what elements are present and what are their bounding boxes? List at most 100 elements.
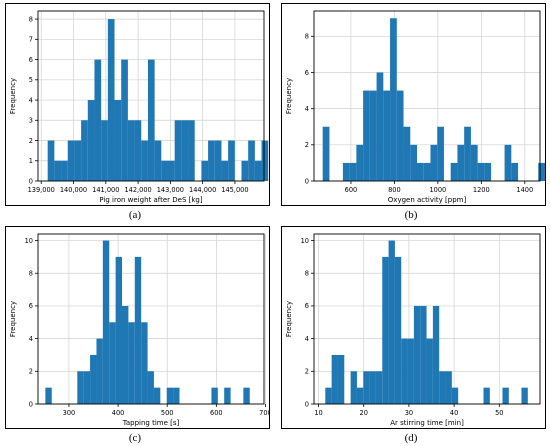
histogram-bar [154, 140, 162, 181]
histogram-bar [174, 120, 182, 181]
chart-panel-b: 600 800 1000 1200 1400 0 2 4 6 8 Oxygen activity [… [281, 3, 546, 206]
histogram-bar [376, 72, 384, 181]
chart-panel-a: 139,000 140,000 141,000 142,000 143,000 144,0… [5, 3, 270, 206]
histogram-bar [430, 144, 438, 181]
histogram-bar [369, 371, 376, 404]
histogram-bar [325, 387, 332, 404]
histogram-bar [224, 387, 231, 404]
y-tick-label: 6 [29, 56, 33, 64]
histogram-bar [81, 120, 88, 181]
y-tick-label: 5 [29, 76, 33, 84]
y-axis-label: Frequency [9, 301, 17, 337]
y-tick-label: 6 [29, 302, 33, 310]
histogram-bar [322, 126, 330, 181]
y-tick-label: 4 [29, 335, 33, 343]
histogram-bar [451, 387, 459, 404]
histogram-bar [77, 371, 84, 404]
histogram-bar [502, 387, 509, 404]
y-tick-label: 6 [305, 302, 309, 310]
histogram-bar [96, 338, 103, 404]
histogram-bar [439, 371, 446, 404]
histogram-bar [511, 162, 519, 181]
x-tick-label: 700 [259, 409, 270, 417]
histogram-bar [363, 90, 370, 181]
x-tick-label: 1400 [516, 186, 533, 194]
caption-a: (a) [128, 209, 142, 221]
histogram-bar [375, 371, 383, 404]
x-tick-label: 600 [345, 186, 358, 194]
histogram-bar [407, 338, 414, 404]
x-tick-label: 500 [161, 409, 174, 417]
histogram-bar [413, 305, 421, 404]
panel-border [281, 3, 546, 206]
y-tick-label: 8 [29, 15, 33, 23]
y-tick-label: 8 [305, 270, 309, 278]
x-tick-label: 50 [495, 409, 503, 417]
histogram-bar [201, 160, 209, 181]
x-tick-label: 142,000 [124, 186, 151, 194]
histogram-bar [134, 256, 142, 404]
y-tick-label: 7 [29, 36, 33, 44]
histogram-bar [337, 354, 345, 404]
y-tick-label: 4 [305, 105, 309, 113]
histogram-bar [147, 59, 155, 182]
y-tick-label: 6 [305, 69, 309, 77]
histogram-bar [188, 120, 195, 181]
histogram-bar [477, 162, 485, 181]
histogram-bar [457, 144, 465, 181]
histogram-bar [90, 354, 97, 404]
histogram-bar [115, 256, 123, 404]
x-axis-label: Oxygen activity [ppm] [388, 196, 467, 204]
histogram-ar-stirring-time: 10 20 30 40 50 0 2 4 6 8 10 Ar stirring time [min] F… [281, 226, 546, 429]
histogram-bar [254, 160, 262, 181]
histogram-bar [538, 162, 545, 181]
histogram-bar [390, 18, 397, 182]
y-tick-label: 0 [305, 400, 309, 408]
y-tick-label: 0 [305, 177, 309, 185]
x-tick-label: 140,000 [60, 186, 87, 194]
caption-c: (c) [128, 432, 142, 444]
histogram-bar [350, 371, 357, 404]
x-tick-label: 300 [63, 409, 76, 417]
histogram-bar [356, 387, 364, 404]
histogram-bar [181, 120, 189, 181]
y-tick-label: 8 [305, 33, 309, 41]
x-tick-label: 600 [210, 409, 223, 417]
histogram-bar [67, 140, 75, 181]
x-axis-label: Ar stirring time [min] [390, 419, 464, 427]
x-tick-label: 145,000 [221, 186, 248, 194]
histogram-bar [214, 140, 222, 181]
histogram-bar [349, 162, 357, 181]
histogram-bar [464, 126, 471, 181]
histogram-bar [74, 140, 82, 181]
histogram-bar [54, 160, 62, 181]
y-tick-label: 0 [29, 400, 33, 408]
x-tick-label: 139,000 [28, 186, 55, 194]
y-tick-label: 2 [305, 368, 309, 376]
histogram-bar [121, 59, 128, 182]
y-axis-label: Frequency [285, 301, 293, 337]
histogram-bar [423, 162, 431, 181]
histogram-bar [122, 305, 129, 404]
histogram-bar [221, 160, 229, 181]
histogram-bar [241, 160, 249, 181]
histogram-bar [102, 240, 110, 404]
histogram-bar [401, 338, 408, 404]
histogram-bar [107, 19, 115, 181]
y-tick-label: 10 [25, 237, 33, 245]
histogram-bar [342, 162, 350, 181]
histogram-bar [87, 100, 95, 181]
histogram-bar [394, 256, 402, 404]
histogram-bar [228, 140, 235, 181]
histogram-bar [153, 387, 161, 404]
histogram-bar [483, 387, 490, 404]
histogram-bar [248, 140, 255, 181]
histogram-bar [45, 387, 52, 404]
histogram-bar [331, 354, 338, 404]
histogram-bar [141, 322, 148, 404]
histogram-bar [161, 160, 168, 181]
histogram-bar [521, 387, 528, 404]
chart-panel-c: 300 400 500 600 700 0 2 4 6 8 10 Tapping time [s] Fr… [5, 226, 270, 429]
x-tick-label: 10 [314, 409, 322, 417]
histogram-bar [47, 140, 55, 181]
